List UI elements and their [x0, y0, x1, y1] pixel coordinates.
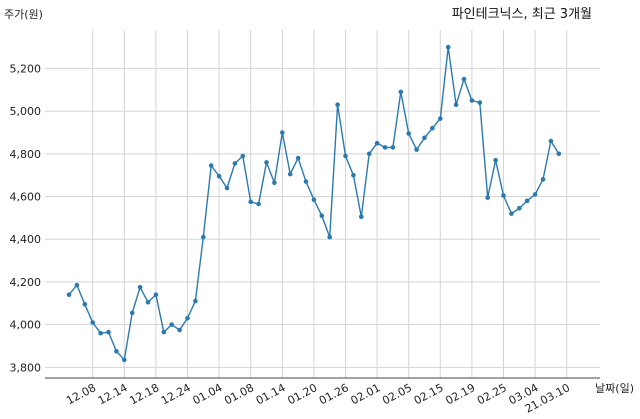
data-point: [287, 171, 293, 177]
data-point: [272, 180, 277, 185]
data-point: [430, 125, 435, 131]
y-axis-ticks: 3,800 4,000 4,200 4,400 4,600 4,800 5,000 5,200: [10, 62, 42, 374]
x-axis-ticks: 12.0812.1412.1812.2401.0401.0801.1401.20…: [64, 381, 572, 415]
data-point: [532, 192, 538, 197]
x-tick-label: 01.08: [222, 381, 256, 407]
data-point: [145, 299, 151, 305]
data-point: [106, 329, 111, 335]
data-point: [264, 160, 269, 165]
data-point: [445, 44, 451, 50]
x-tick-label: 01.26: [317, 381, 351, 407]
x-tick-label: 02.05: [380, 381, 414, 407]
data-point: [438, 116, 443, 121]
data-point: [208, 163, 214, 168]
data-point: [493, 157, 498, 163]
data-point: [295, 155, 301, 161]
x-tick-label: 01.14: [254, 381, 288, 407]
data-point: [374, 140, 380, 146]
grid-lines: [45, 30, 600, 378]
data-point: [351, 172, 356, 178]
x-tick-label: 12.08: [64, 381, 98, 407]
data-point: [319, 213, 325, 218]
data-point: [82, 302, 88, 307]
data-point: [382, 145, 388, 150]
data-point: [414, 147, 419, 152]
data-point: [122, 357, 127, 363]
data-point: [327, 234, 333, 240]
x-tick-label: 02.19: [443, 381, 477, 407]
data-point: [453, 102, 459, 107]
data-point: [169, 322, 174, 327]
data-point: [540, 177, 546, 182]
y-tick-label: 4,800: [10, 148, 42, 161]
data-point: [548, 138, 554, 144]
data-point: [177, 327, 182, 333]
data-point: [248, 199, 253, 205]
y-tick-label: 5,000: [10, 105, 42, 118]
data-point: [390, 145, 396, 150]
data-point: [232, 161, 238, 166]
data-point: [477, 100, 483, 105]
y-axis-label: 주가(원): [4, 8, 43, 21]
data-point: [343, 153, 348, 159]
data-point: [311, 197, 317, 202]
y-tick-label: 4,400: [10, 233, 42, 246]
x-tick-label: 01.04: [191, 381, 225, 407]
chart-title: 파인테크닉스, 최근 3개월: [452, 7, 592, 22]
data-point: [256, 201, 261, 207]
y-tick-label: 5,200: [10, 62, 42, 75]
y-tick-label: 4,600: [10, 191, 42, 204]
data-point: [216, 173, 222, 179]
y-tick-label: 3,800: [10, 361, 42, 374]
data-point: [485, 195, 491, 200]
data-point: [469, 98, 475, 103]
data-point: [398, 89, 404, 95]
data-point: [90, 320, 95, 325]
data-point: [193, 298, 198, 304]
x-tick-label: 02.01: [349, 381, 383, 407]
data-point: [66, 292, 72, 298]
data-point: [509, 211, 514, 216]
data-point: [129, 310, 135, 316]
data-point: [359, 214, 364, 220]
data-point: [137, 285, 143, 290]
data-point: [501, 193, 506, 198]
data-point: [74, 282, 80, 288]
data-point: [303, 179, 309, 184]
data-point: [161, 329, 167, 335]
data-point: [335, 102, 340, 107]
data-point: [366, 151, 372, 157]
data-point: [185, 315, 190, 321]
data-point: [406, 131, 412, 136]
x-tick-label: 02.15: [412, 381, 446, 407]
data-point: [461, 76, 467, 82]
data-point: [201, 234, 206, 240]
data-point: [280, 130, 285, 135]
x-tick-label: 01.20: [285, 381, 319, 407]
x-axis-label: 날짜(일): [595, 381, 634, 395]
y-tick-label: 4,200: [10, 276, 42, 289]
data-point: [98, 330, 103, 336]
x-tick-label: 12.18: [127, 381, 161, 407]
data-point: [114, 349, 119, 354]
x-tick-label: 02.25: [475, 381, 509, 407]
data-point: [224, 185, 230, 191]
x-tick-label: 12.24: [159, 381, 193, 407]
data-point: [422, 135, 427, 141]
price-series-points: [66, 44, 562, 363]
y-tick-label: 4,000: [10, 319, 42, 332]
data-point: [240, 153, 246, 159]
x-tick-label: 12.14: [96, 381, 130, 407]
data-point: [517, 206, 522, 211]
data-point: [524, 198, 530, 204]
data-point: [556, 151, 562, 157]
data-point: [153, 292, 159, 298]
